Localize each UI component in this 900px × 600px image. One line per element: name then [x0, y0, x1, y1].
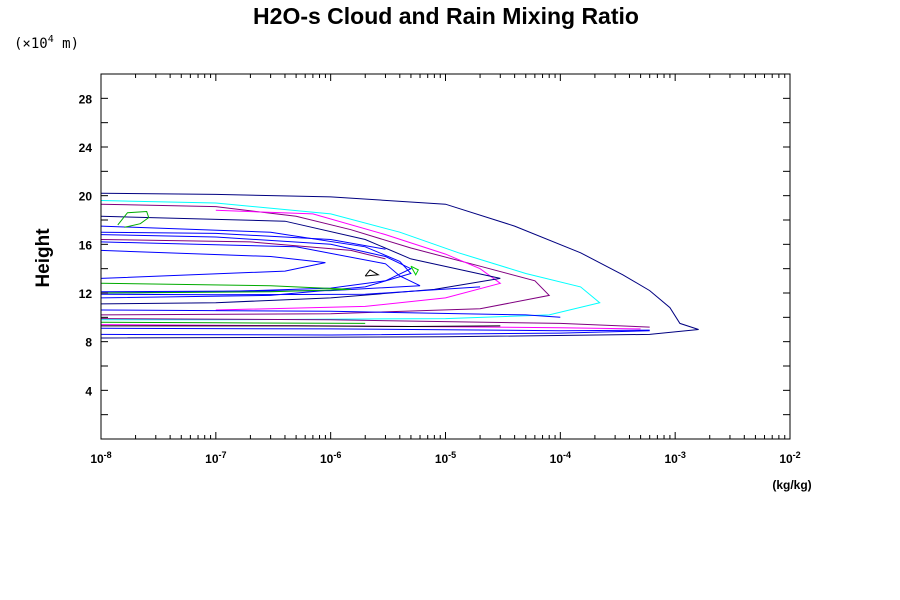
x-tick-label: 10-8: [90, 450, 111, 466]
series-line-16: [101, 324, 641, 330]
x-tick-label: 10-3: [664, 450, 685, 466]
x-tick-label: 10-7: [205, 450, 226, 466]
y-tick-label: 24: [79, 141, 93, 155]
series-line-11: [410, 265, 419, 276]
y-tick-label: 12: [79, 287, 93, 301]
x-tick-label: 10-5: [435, 450, 456, 466]
x-axis-label: (kg/kg): [772, 478, 811, 492]
y-tick-label: 4: [85, 384, 92, 398]
y-axis-label: Height: [33, 228, 54, 288]
chart-title: H2O-s Cloud and Rain Mixing Ratio: [253, 3, 639, 29]
x-tick-label: 10-2: [779, 450, 800, 466]
y-tick-label: 28: [79, 92, 93, 106]
series-line-9: [101, 241, 421, 293]
series-line-4: [215, 209, 502, 311]
series-line-13: [101, 282, 351, 294]
series-line-18: [101, 325, 501, 328]
y-tick-label: 16: [79, 238, 93, 252]
series-line-3: [101, 203, 551, 316]
series-line-23: [101, 286, 481, 296]
y-tick-label: 8: [85, 336, 92, 350]
series-line-15: [101, 318, 650, 328]
series-line-1: [101, 192, 699, 339]
series-line-21: [101, 231, 386, 250]
x-tick-label: 10-4: [550, 450, 571, 466]
series-line-19: [101, 321, 366, 324]
series-line-17: [101, 327, 650, 332]
series-line-20: [101, 330, 650, 336]
series-line-10: [117, 210, 150, 228]
series-line-14: [101, 309, 561, 318]
plot-frame: [100, 73, 791, 440]
series-line-12: [364, 269, 380, 277]
series-line-6: [101, 249, 326, 279]
x-tick-label: 10-6: [320, 450, 341, 466]
axes: 10-8 10-7 10-6 10-5 10-4 10-3 10-2 4 8 12 16 20 24 28: [79, 74, 801, 466]
plot-series: [101, 192, 699, 339]
series-line-7: [101, 225, 412, 299]
series-line-8: [101, 215, 501, 305]
y-tick-label: 20: [79, 190, 93, 204]
y-scale-note: (×104 m): [14, 34, 79, 52]
series-line-22: [101, 239, 386, 260]
series-line-2: [101, 200, 601, 321]
